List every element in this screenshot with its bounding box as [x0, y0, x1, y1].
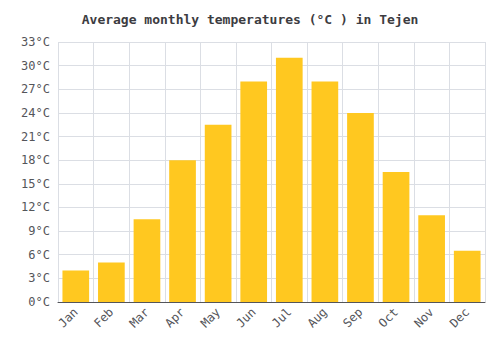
svg-text:Sep: Sep: [340, 305, 365, 330]
svg-text:Dec: Dec: [447, 305, 472, 330]
svg-text:15°C: 15°C: [21, 177, 50, 191]
svg-text:33°C: 33°C: [21, 35, 50, 49]
svg-text:27°C: 27°C: [21, 82, 50, 96]
svg-text:30°C: 30°C: [21, 59, 50, 73]
svg-text:Average monthly temperatures (: Average monthly temperatures (°C ) in Te…: [82, 12, 419, 27]
svg-text:May: May: [198, 305, 223, 330]
svg-text:12°C: 12°C: [21, 200, 50, 214]
svg-text:0°C: 0°C: [28, 295, 50, 309]
svg-text:Aug: Aug: [305, 305, 330, 330]
svg-text:Oct: Oct: [376, 305, 401, 330]
svg-text:Jan: Jan: [56, 305, 81, 330]
svg-text:6°C: 6°C: [28, 248, 50, 262]
svg-text:Mar: Mar: [127, 305, 152, 330]
svg-text:Jul: Jul: [269, 305, 294, 330]
svg-text:Jun: Jun: [233, 305, 258, 330]
svg-text:9°C: 9°C: [28, 224, 50, 238]
svg-text:3°C: 3°C: [28, 271, 50, 285]
svg-text:Nov: Nov: [411, 305, 436, 330]
svg-text:18°C: 18°C: [21, 153, 50, 167]
svg-text:Apr: Apr: [162, 305, 187, 330]
svg-text:24°C: 24°C: [21, 106, 50, 120]
svg-text:21°C: 21°C: [21, 130, 50, 144]
svg-text:Feb: Feb: [91, 305, 116, 330]
